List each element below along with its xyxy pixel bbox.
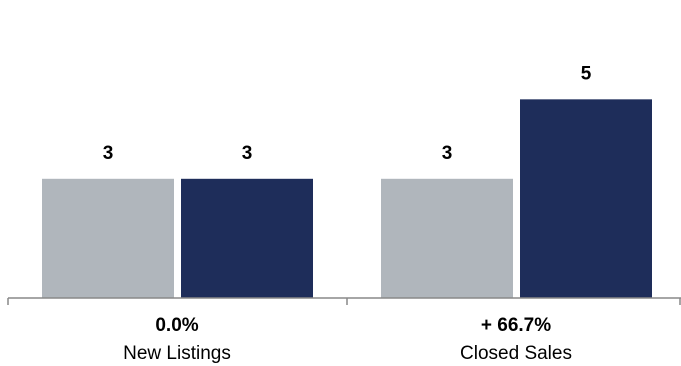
bar-new-listings-series-1 [42, 178, 174, 298]
category-change-closed-sales: + 66.7% [481, 315, 551, 336]
value-label-new-listings-series-2: 3 [242, 143, 253, 164]
category-label-new-listings: New Listings [123, 343, 231, 364]
bar-closed-sales-series-2 [520, 99, 652, 298]
value-label-closed-sales-series-1: 3 [442, 143, 453, 164]
value-labels-layer: 3 3 3 5 [103, 63, 592, 163]
bars-layer [42, 99, 652, 298]
value-label-closed-sales-series-2: 5 [581, 63, 592, 84]
value-label-new-listings-series-1: 3 [103, 143, 114, 164]
x-axis-ticks [7, 298, 681, 305]
category-change-new-listings: 0.0% [155, 315, 198, 336]
bar-closed-sales-series-1 [381, 178, 513, 298]
bar-new-listings-series-2 [181, 178, 313, 298]
category-label-closed-sales: Closed Sales [460, 343, 572, 364]
